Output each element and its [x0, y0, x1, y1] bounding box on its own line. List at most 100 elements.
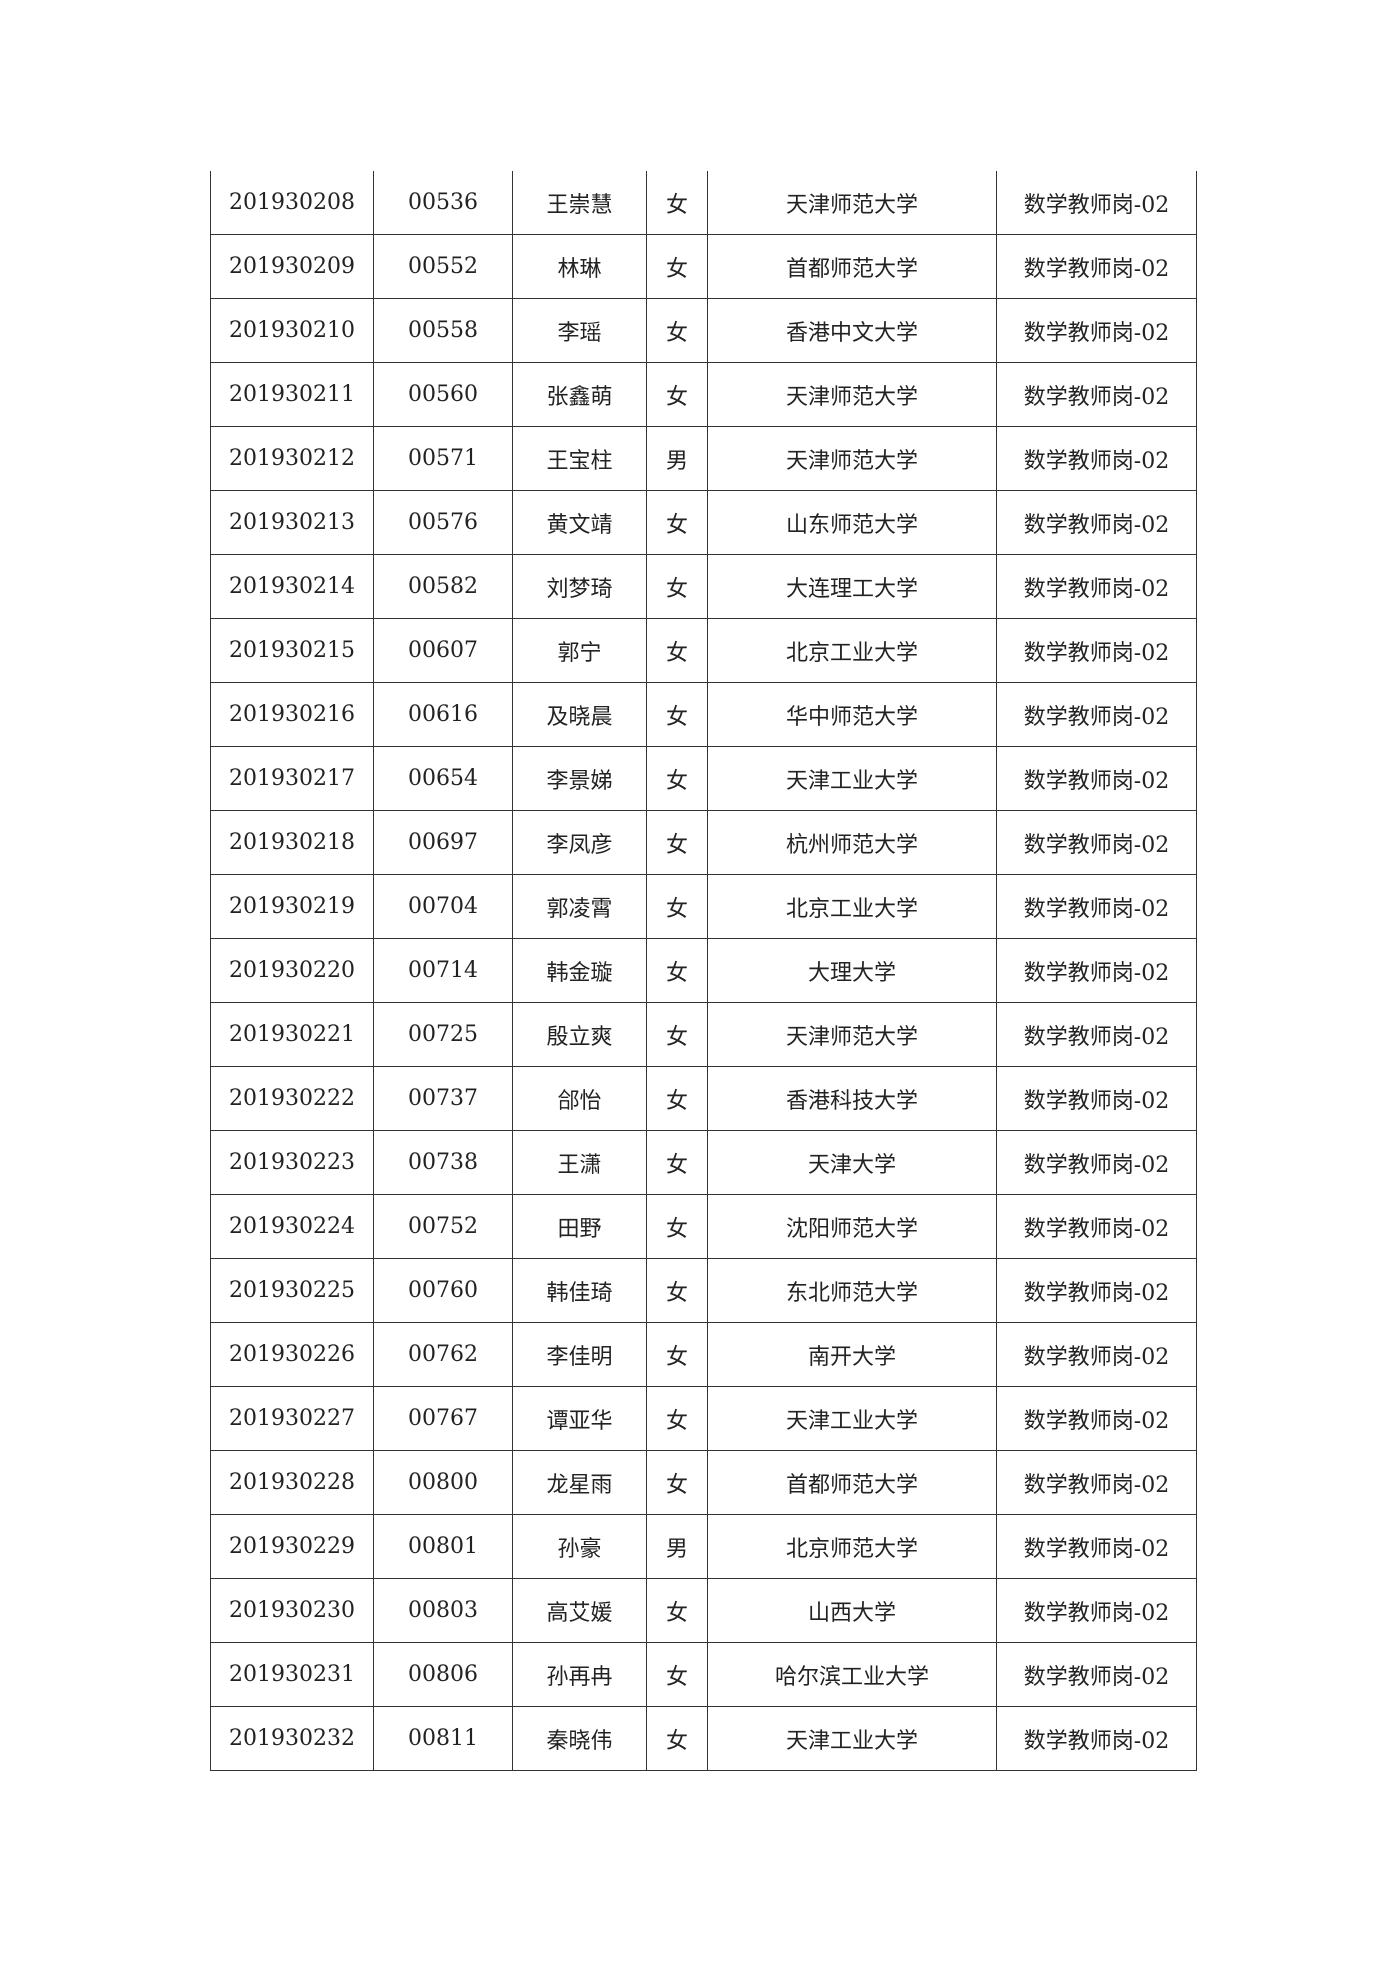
position-cell: 数学教师岗-02 [996, 234, 1197, 299]
exam-number-cell: 00737 [373, 1066, 513, 1131]
university-cell: 大理大学 [707, 938, 997, 1003]
serial-number-cell: 201930218 [210, 810, 374, 875]
gender-cell: 女 [646, 938, 708, 1003]
exam-number-cell: 00762 [373, 1322, 513, 1387]
name-cell: 刘梦琦 [512, 554, 647, 619]
serial-number-cell: 201930211 [210, 362, 374, 427]
name-cell: 孙再冉 [512, 1642, 647, 1707]
table-row: 201930215 00607 郭宁女北京工业大学 数学教师岗-02 [210, 618, 1197, 683]
university-cell: 天津师范大学 [707, 171, 997, 235]
gender-cell: 女 [646, 298, 708, 363]
name-cell: 秦晓伟 [512, 1706, 647, 1771]
exam-number-cell: 00752 [373, 1194, 513, 1259]
exam-number-cell: 00571 [373, 426, 513, 491]
gender-cell: 女 [646, 618, 708, 683]
university-cell: 香港中文大学 [707, 298, 997, 363]
gender-cell: 女 [646, 554, 708, 619]
serial-number-cell: 201930217 [210, 746, 374, 811]
serial-number-cell: 201930223 [210, 1130, 374, 1195]
table-row: 201930210 00558 李瑶女香港中文大学 数学教师岗-02 [210, 298, 1197, 363]
exam-number-cell: 00560 [373, 362, 513, 427]
table-row: 201930220 00714 韩金璇女大理大学 数学教师岗-02 [210, 938, 1197, 1003]
position-cell: 数学教师岗-02 [996, 746, 1197, 811]
serial-number-cell: 201930232 [210, 1706, 374, 1771]
table-row: 201930208 00536 王崇慧女天津师范大学 数学教师岗-02 [210, 171, 1197, 235]
table-row: 201930218 00697 李凤彦女杭州师范大学 数学教师岗-02 [210, 810, 1197, 875]
university-cell: 首都师范大学 [707, 1450, 997, 1515]
position-cell: 数学教师岗-02 [996, 1706, 1197, 1771]
position-cell: 数学教师岗-02 [996, 171, 1197, 235]
serial-number-cell: 201930219 [210, 874, 374, 939]
exam-number-cell: 00552 [373, 234, 513, 299]
serial-number-cell: 201930213 [210, 490, 374, 555]
name-cell: 李佳明 [512, 1322, 647, 1387]
candidate-table: 201930208 00536 王崇慧女天津师范大学 数学教师岗-02 20193020… [210, 171, 1197, 1771]
exam-number-cell: 00760 [373, 1258, 513, 1323]
name-cell: 谭亚华 [512, 1386, 647, 1451]
exam-number-cell: 00725 [373, 1002, 513, 1067]
name-cell: 李凤彦 [512, 810, 647, 875]
university-cell: 华中师范大学 [707, 682, 997, 747]
university-cell: 天津大学 [707, 1130, 997, 1195]
table-row: 201930212 00571 王宝柱男天津师范大学 数学教师岗-02 [210, 426, 1197, 491]
university-cell: 天津师范大学 [707, 426, 997, 491]
serial-number-cell: 201930214 [210, 554, 374, 619]
position-cell: 数学教师岗-02 [996, 810, 1197, 875]
name-cell: 龙星雨 [512, 1450, 647, 1515]
gender-cell: 女 [646, 1322, 708, 1387]
exam-number-cell: 00714 [373, 938, 513, 1003]
university-cell: 北京师范大学 [707, 1514, 997, 1579]
position-cell: 数学教师岗-02 [996, 618, 1197, 683]
position-cell: 数学教师岗-02 [996, 1194, 1197, 1259]
gender-cell: 女 [646, 1002, 708, 1067]
gender-cell: 女 [646, 682, 708, 747]
name-cell: 王崇慧 [512, 171, 647, 235]
university-cell: 杭州师范大学 [707, 810, 997, 875]
university-cell: 山东师范大学 [707, 490, 997, 555]
university-cell: 天津师范大学 [707, 1002, 997, 1067]
serial-number-cell: 201930230 [210, 1578, 374, 1643]
serial-number-cell: 201930209 [210, 234, 374, 299]
table-row: 201930232 00811 秦晓伟女天津工业大学 数学教师岗-02 [210, 1706, 1197, 1771]
position-cell: 数学教师岗-02 [996, 1514, 1197, 1579]
exam-number-cell: 00697 [373, 810, 513, 875]
university-cell: 天津工业大学 [707, 1386, 997, 1451]
exam-number-cell: 00801 [373, 1514, 513, 1579]
exam-number-cell: 00616 [373, 682, 513, 747]
serial-number-cell: 201930212 [210, 426, 374, 491]
exam-number-cell: 00607 [373, 618, 513, 683]
serial-number-cell: 201930216 [210, 682, 374, 747]
table-row: 201930217 00654 李景娣女天津工业大学 数学教师岗-02 [210, 746, 1197, 811]
gender-cell: 女 [646, 171, 708, 235]
exam-number-cell: 00558 [373, 298, 513, 363]
position-cell: 数学教师岗-02 [996, 874, 1197, 939]
table-row: 201930222 00737 郃怡女香港科技大学 数学教师岗-02 [210, 1066, 1197, 1131]
gender-cell: 女 [646, 810, 708, 875]
exam-number-cell: 00536 [373, 171, 513, 235]
gender-cell: 女 [646, 1258, 708, 1323]
position-cell: 数学教师岗-02 [996, 362, 1197, 427]
position-cell: 数学教师岗-02 [996, 490, 1197, 555]
gender-cell: 女 [646, 1130, 708, 1195]
serial-number-cell: 201930221 [210, 1002, 374, 1067]
table-row: 201930226 00762 李佳明女南开大学 数学教师岗-02 [210, 1322, 1197, 1387]
position-cell: 数学教师岗-02 [996, 1386, 1197, 1451]
gender-cell: 女 [646, 1642, 708, 1707]
serial-number-cell: 201930224 [210, 1194, 374, 1259]
gender-cell: 女 [646, 1386, 708, 1451]
gender-cell: 男 [646, 1514, 708, 1579]
position-cell: 数学教师岗-02 [996, 1642, 1197, 1707]
gender-cell: 男 [646, 426, 708, 491]
table-row: 201930211 00560 张鑫萌女天津师范大学 数学教师岗-02 [210, 362, 1197, 427]
name-cell: 林琳 [512, 234, 647, 299]
name-cell: 韩佳琦 [512, 1258, 647, 1323]
university-cell: 沈阳师范大学 [707, 1194, 997, 1259]
gender-cell: 女 [646, 362, 708, 427]
gender-cell: 女 [646, 874, 708, 939]
table-row: 201930219 00704 郭凌霄女北京工业大学 数学教师岗-02 [210, 874, 1197, 939]
exam-number-cell: 00806 [373, 1642, 513, 1707]
serial-number-cell: 201930229 [210, 1514, 374, 1579]
serial-number-cell: 201930222 [210, 1066, 374, 1131]
table-row: 201930230 00803 高艾媛女山西大学 数学教师岗-02 [210, 1578, 1197, 1643]
table-row: 201930231 00806 孙再冉女哈尔滨工业大学 数学教师岗-02 [210, 1642, 1197, 1707]
